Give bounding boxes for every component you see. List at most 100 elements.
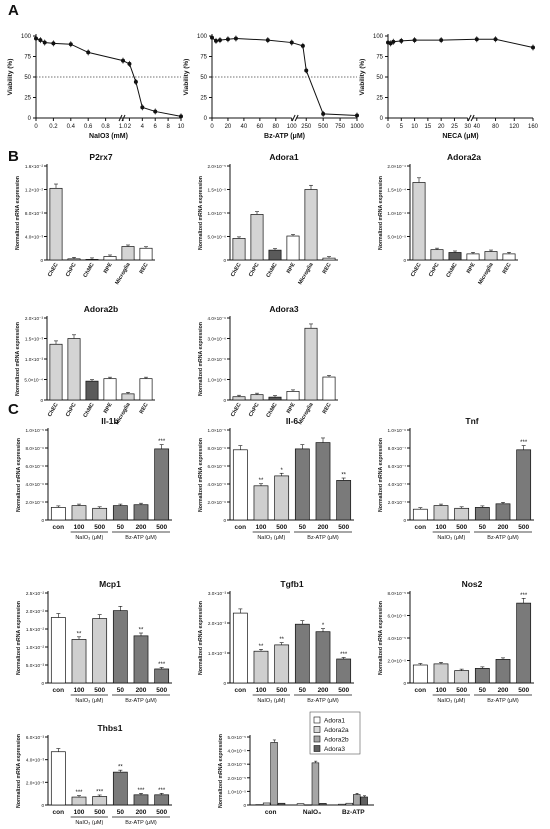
data-point bbox=[399, 38, 404, 43]
significance-label: ** bbox=[279, 637, 284, 643]
bar bbox=[319, 803, 327, 806]
y-tick-label: 8.0×10⁻⁶ bbox=[26, 446, 45, 451]
data-point bbox=[321, 111, 326, 116]
legend-swatch bbox=[313, 745, 321, 752]
significance-label: ** bbox=[118, 765, 123, 771]
y-tick-label: 1.5×10⁻⁴ bbox=[387, 188, 406, 193]
x-tick-label: REC bbox=[139, 262, 150, 275]
y-tick-label: 8.0×10⁻⁵ bbox=[387, 591, 406, 596]
bar bbox=[154, 794, 170, 806]
x-tick-label: 8 bbox=[166, 124, 170, 130]
y-tick-label: 1.2×10⁻² bbox=[25, 188, 44, 193]
bar bbox=[466, 253, 480, 261]
bar bbox=[412, 664, 428, 684]
chart-title: Adora2a bbox=[447, 152, 481, 162]
x-tick-label: 50 bbox=[299, 524, 307, 531]
data-point bbox=[121, 58, 125, 63]
y-tick-label: 50 bbox=[376, 75, 383, 81]
bar bbox=[154, 448, 170, 521]
y-axis-label: Viability (%) bbox=[183, 59, 190, 96]
data-point bbox=[153, 109, 158, 114]
y-tick-label: 75 bbox=[200, 55, 207, 61]
y-tick-label: 1.6×10⁻² bbox=[25, 164, 44, 169]
y-axis-label: Normalized mRNA expression bbox=[198, 601, 204, 675]
data-point bbox=[68, 42, 73, 47]
x-tick-label: REC bbox=[502, 262, 513, 275]
bar bbox=[133, 794, 149, 806]
x-tick-label: 200 bbox=[318, 524, 329, 531]
bar bbox=[495, 659, 511, 684]
x-tick-label: 100 bbox=[74, 687, 85, 694]
y-tick-label: 5.0×10⁻⁵ bbox=[227, 735, 246, 740]
axis-break bbox=[118, 114, 123, 122]
y-tick-label: 3.0×10⁻⁵ bbox=[227, 762, 246, 767]
x-tick-label: 100 bbox=[436, 687, 447, 694]
bar bbox=[262, 802, 271, 806]
y-tick-label: 8.0×10⁻³ bbox=[25, 211, 44, 216]
x-axis-label: Bz-ATP (μM) bbox=[264, 133, 305, 140]
significance-label: *** bbox=[75, 790, 83, 796]
x-tick-label: 2 bbox=[128, 124, 132, 130]
y-tick-label: 0 bbox=[403, 518, 406, 523]
x-tick-label: 60 bbox=[257, 124, 264, 130]
x-axis-label: NECA (μM) bbox=[442, 133, 478, 140]
x-tick-label: ChMC bbox=[266, 262, 279, 279]
data-point bbox=[300, 43, 305, 48]
bar bbox=[433, 505, 449, 521]
x-tick-label: ChMC bbox=[83, 402, 96, 419]
x-tick-label: 40 bbox=[473, 124, 480, 130]
y-tick-label: 4.0×10⁻³ bbox=[25, 235, 44, 240]
group-label: NaIO₃ (μM) bbox=[437, 535, 465, 541]
data-point bbox=[493, 37, 498, 42]
x-tick-label: ChEC bbox=[47, 402, 60, 418]
data-point bbox=[289, 40, 294, 45]
bar bbox=[433, 663, 449, 684]
y-tick-label: 2.0×10⁻² bbox=[26, 609, 45, 614]
bar bbox=[454, 507, 470, 521]
x-tick-label: 0.8 bbox=[101, 124, 110, 130]
chart-title: Mcp1 bbox=[99, 579, 121, 589]
bar bbox=[85, 259, 99, 261]
x-tick-label: 100 bbox=[74, 524, 85, 531]
y-tick-label: 0 bbox=[243, 803, 246, 808]
bar bbox=[412, 508, 428, 521]
x-tick-label: 200 bbox=[498, 524, 509, 531]
data-point bbox=[304, 68, 309, 73]
x-tick-label: Microglia bbox=[477, 261, 495, 286]
x-tick-label: 500 bbox=[338, 524, 349, 531]
y-tick-label: 0 bbox=[41, 803, 44, 808]
y-axis-label: Viability (%) bbox=[359, 59, 366, 96]
y-tick-label: 2.0×10⁻⁶ bbox=[208, 500, 227, 505]
x-tick-label: 40 bbox=[241, 124, 248, 130]
group-label: NaIO₃ (μM) bbox=[75, 698, 103, 704]
y-axis-label: Normalized mRNA expression bbox=[15, 322, 21, 396]
bar bbox=[71, 796, 87, 806]
data-point bbox=[179, 114, 183, 119]
y-tick-label: 4.0×10⁻⁶ bbox=[208, 482, 227, 487]
group-label: NaIO₃ (μM) bbox=[75, 535, 103, 541]
y-tick-label: 6.0×10⁻³ bbox=[26, 735, 45, 740]
significance-label: ** bbox=[341, 473, 346, 479]
y-tick-label: 1.0×10⁻³ bbox=[25, 357, 44, 362]
y-tick-label: 50 bbox=[200, 75, 207, 81]
data-point bbox=[225, 37, 230, 42]
y-tick-label: 0 bbox=[380, 116, 384, 122]
x-tick-label: 50 bbox=[117, 524, 125, 531]
y-tick-label: 100 bbox=[197, 34, 208, 40]
panel-label-a: A bbox=[8, 2, 19, 19]
x-tick-label: 1000 bbox=[350, 124, 364, 130]
significance-label: *** bbox=[520, 593, 528, 599]
x-tick-label: 30 bbox=[464, 124, 471, 130]
bar bbox=[112, 771, 128, 806]
legend-swatch bbox=[313, 726, 321, 733]
bar bbox=[139, 247, 153, 261]
bar bbox=[353, 794, 361, 806]
x-tick-label: 500 bbox=[94, 809, 105, 816]
bar bbox=[133, 504, 149, 521]
x-tick-label: con bbox=[53, 524, 65, 531]
y-axis-label: Viability (%) bbox=[7, 59, 14, 96]
x-tick-label: 500 bbox=[94, 524, 105, 531]
bar bbox=[311, 762, 320, 806]
x-tick-label: ChMC bbox=[446, 262, 459, 279]
y-axis-label: Normalized mRNA expression bbox=[16, 601, 22, 675]
